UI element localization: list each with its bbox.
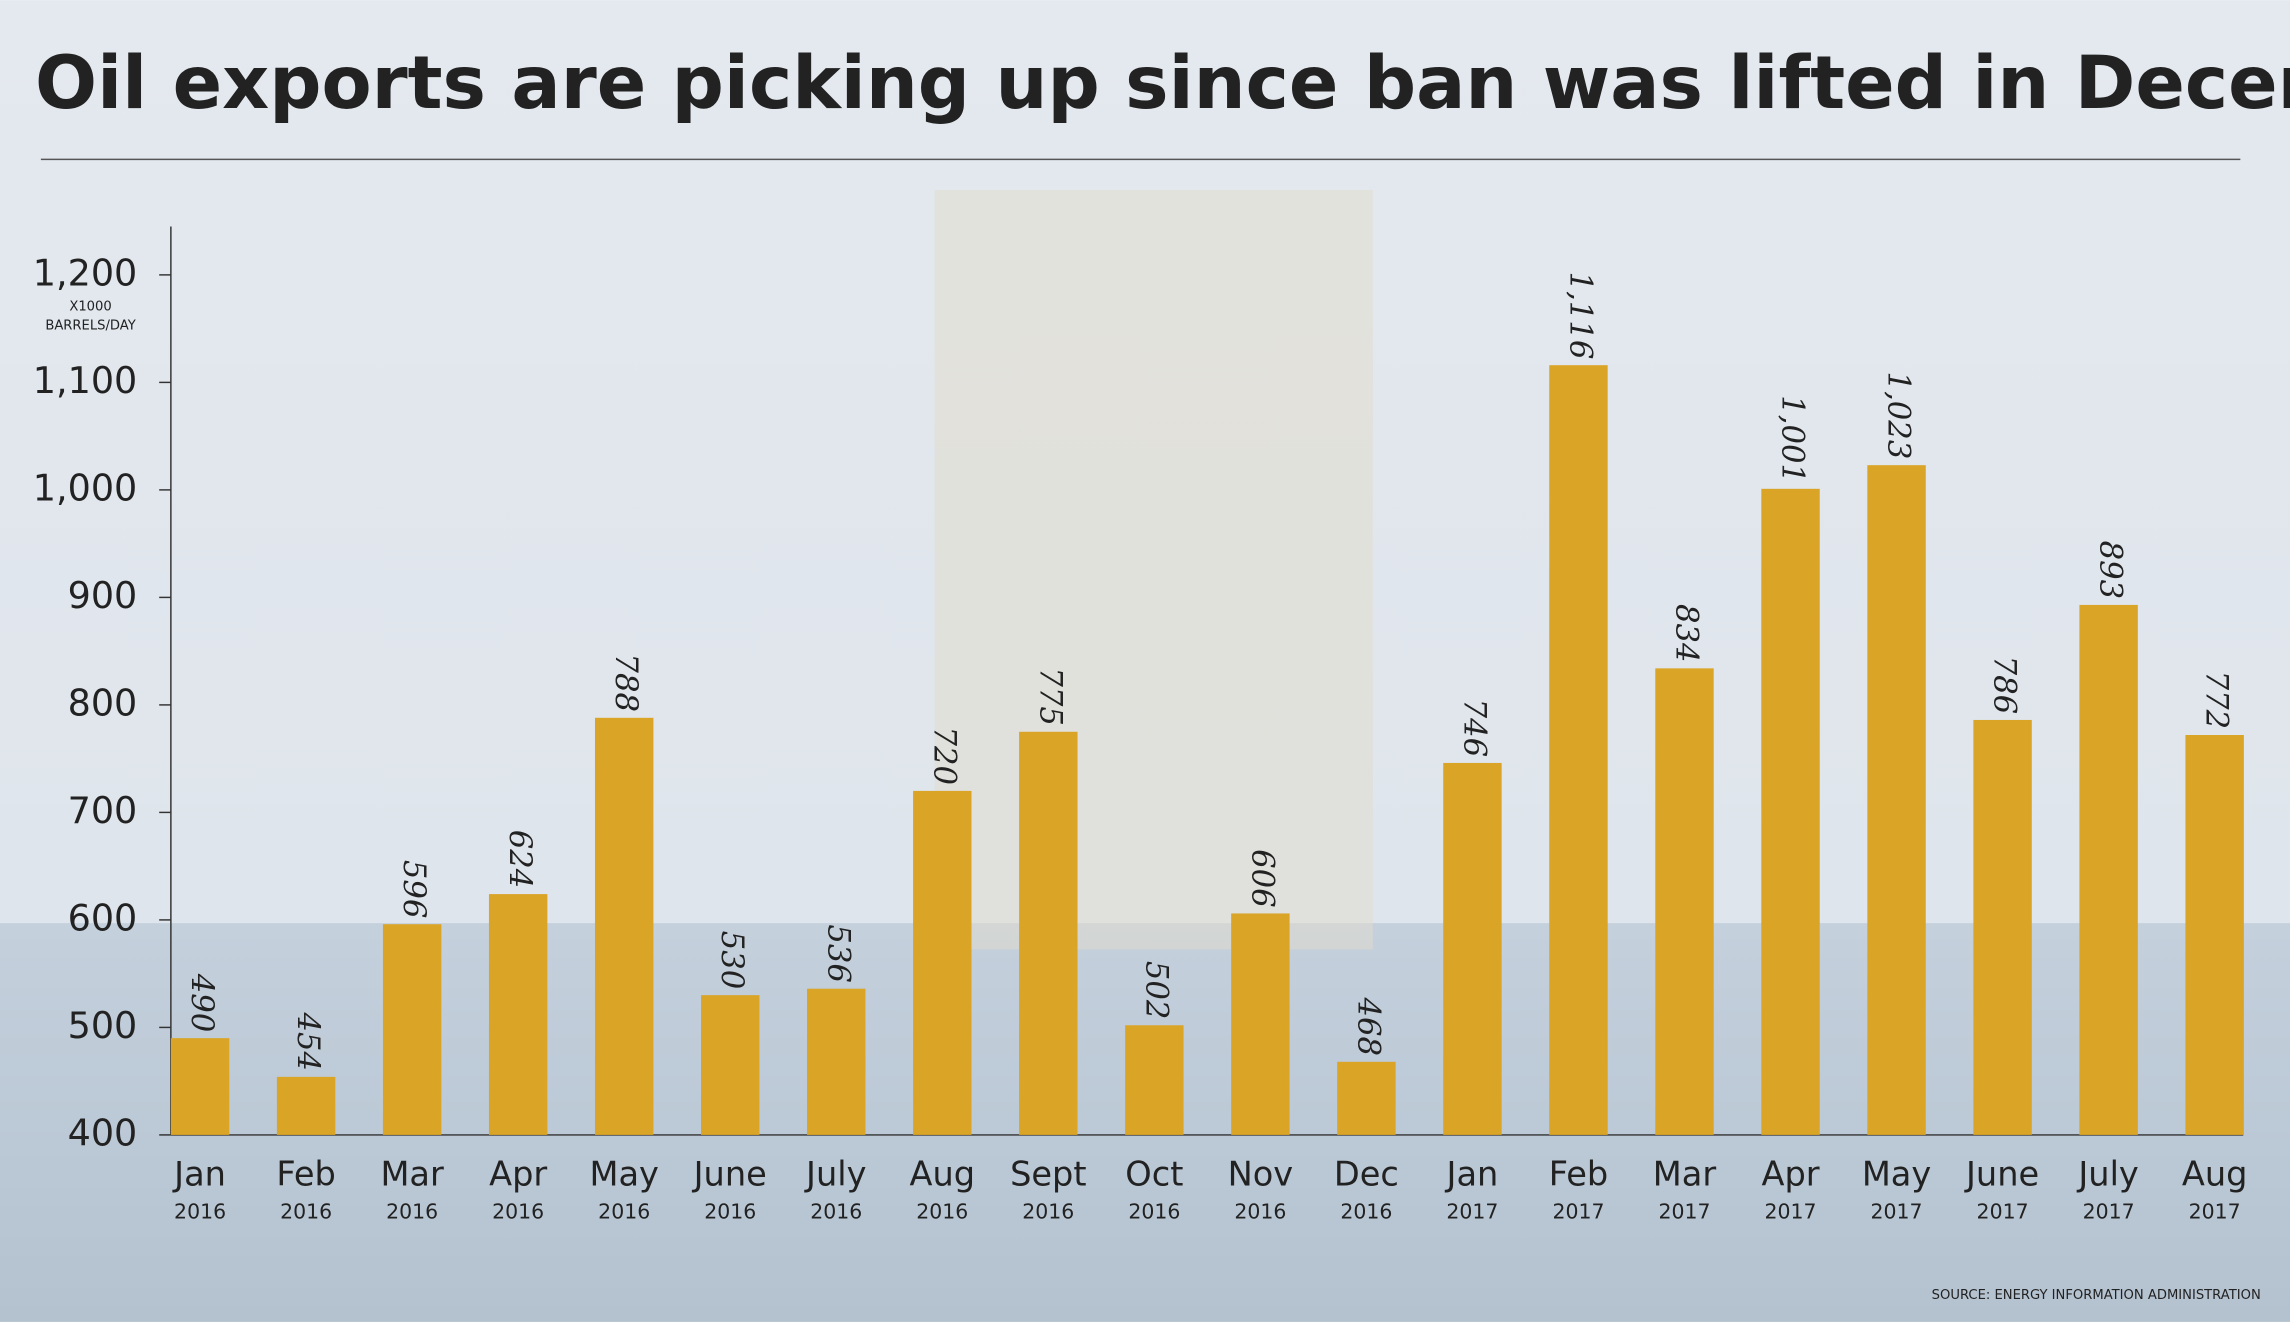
chart-title: Oil exports are picking up since ban was… (35, 41, 2290, 126)
bar (807, 988, 866, 1135)
x-tick-label: Oct (1125, 1154, 1183, 1193)
x-tick-label: May (1862, 1154, 1931, 1193)
x-tick-year: 2016 (1340, 1199, 1392, 1223)
y-tick-label: 700 (68, 789, 138, 832)
bar (1231, 913, 1290, 1135)
x-tick-year: 2017 (1977, 1199, 2029, 1223)
x-tick-label: June (692, 1154, 767, 1193)
value-label: 893 (2093, 541, 2128, 600)
value-label: 772 (2199, 671, 2234, 730)
value-label: 788 (608, 653, 643, 712)
unit-label: BARRELS/DAY (45, 318, 136, 333)
value-label: 468 (1350, 996, 1385, 1056)
x-tick-year: 2016 (916, 1199, 968, 1223)
value-label: 596 (396, 860, 431, 919)
x-tick-year: 2017 (1871, 1199, 1923, 1223)
x-tick-year: 2017 (1765, 1199, 1817, 1223)
value-label: 1,023 (1881, 372, 1916, 460)
x-tick-label: Feb (1549, 1154, 1608, 1193)
value-label: 786 (1987, 656, 2022, 715)
bar (2185, 735, 2244, 1135)
x-tick-label: Feb (276, 1154, 335, 1193)
bar (170, 1038, 230, 1135)
x-tick-label: Aug (2182, 1154, 2248, 1193)
y-tick-label: 800 (68, 681, 138, 724)
value-label: 536 (820, 924, 855, 983)
y-tick-label: 500 (68, 1004, 138, 1047)
x-tick-year: 2016 (280, 1199, 332, 1223)
x-tick-label: Nov (1228, 1154, 1294, 1193)
bar (2079, 604, 2138, 1135)
bar (1443, 762, 1502, 1135)
x-tick-year: 2017 (1658, 1199, 1710, 1223)
x-tick-year: 2017 (1552, 1199, 1604, 1223)
y-tick-label: 900 (68, 574, 138, 617)
x-tick-year: 2016 (598, 1199, 650, 1223)
value-label: 454 (290, 1012, 325, 1072)
value-label: 530 (714, 931, 749, 990)
value-label: 834 (1668, 604, 1703, 663)
x-tick-label: Aug (909, 1154, 975, 1193)
bar (1337, 1061, 1396, 1135)
bar (701, 995, 760, 1135)
x-tick-label: Apr (1761, 1154, 1819, 1193)
value-label: 746 (1456, 699, 1491, 758)
value-label: 606 (1244, 849, 1279, 908)
rig-silhouette (934, 190, 1373, 950)
bar (276, 1076, 336, 1135)
bar (382, 924, 442, 1135)
x-tick-label: Apr (489, 1154, 547, 1193)
bar (1019, 731, 1078, 1135)
x-tick-label: July (804, 1154, 866, 1193)
x-tick-label: July (2076, 1154, 2138, 1193)
x-tick-year: 2016 (810, 1199, 862, 1223)
bar (1973, 719, 2032, 1135)
value-label: 720 (926, 727, 961, 786)
x-tick-year: 2016 (174, 1199, 226, 1223)
x-tick-label: Jan (172, 1154, 226, 1193)
unit-label: X1000 (69, 299, 111, 314)
x-tick-label: Dec (1334, 1154, 1399, 1193)
x-tick-label: Mar (1653, 1154, 1717, 1193)
x-tick-year: 2016 (1234, 1199, 1286, 1223)
x-tick-year: 2017 (1446, 1199, 1498, 1223)
x-tick-year: 2016 (1128, 1199, 1180, 1223)
x-tick-year: 2016 (492, 1199, 544, 1223)
y-tick-label: 1,100 (33, 359, 137, 402)
x-tick-label: Sept (1010, 1154, 1086, 1193)
bar (1867, 465, 1926, 1135)
x-tick-label: Jan (1445, 1154, 1499, 1193)
bar (1655, 668, 1714, 1135)
y-tick-label: 1,200 (33, 251, 137, 294)
bar (488, 894, 548, 1135)
x-tick-label: June (1964, 1154, 2039, 1193)
x-tick-label: May (589, 1154, 658, 1193)
y-tick-label: 1,000 (33, 466, 137, 509)
x-tick-label: Mar (380, 1154, 444, 1193)
bar (913, 790, 972, 1135)
x-tick-year: 2017 (2083, 1199, 2135, 1223)
x-tick-year: 2016 (1022, 1199, 1074, 1223)
x-tick-year: 2016 (386, 1199, 438, 1223)
value-label: 624 (502, 830, 537, 889)
value-label: 502 (1138, 961, 1173, 1020)
bar (594, 717, 654, 1135)
bar (1761, 488, 1820, 1135)
bar (1125, 1025, 1184, 1135)
value-label: 1,001 (1775, 395, 1810, 483)
value-label: 490 (184, 973, 219, 1033)
y-tick-label: 400 (68, 1111, 138, 1154)
x-tick-year: 2016 (704, 1199, 756, 1223)
x-tick-year: 2017 (2189, 1199, 2241, 1223)
value-label: 1,116 (1562, 272, 1597, 360)
y-tick-label: 600 (68, 896, 138, 939)
source: SOURCE: ENERGY INFORMATION ADMINISTRATIO… (1932, 1288, 2261, 1303)
bar (1549, 365, 1608, 1135)
value-label: 775 (1032, 667, 1067, 726)
